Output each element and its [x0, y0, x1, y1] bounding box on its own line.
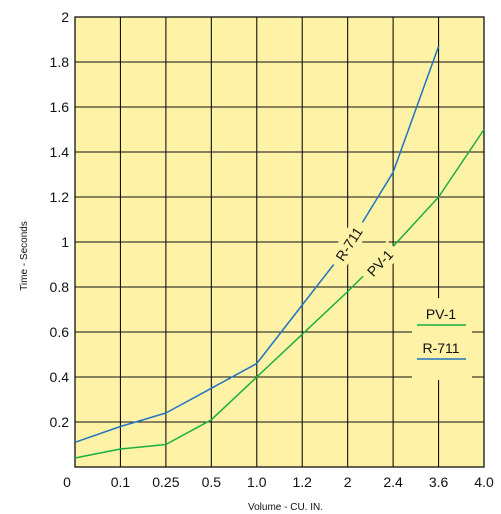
legend: PV-1 R-711	[412, 298, 472, 380]
x-tick-label: 0	[63, 474, 71, 490]
x-tick-label: 3.6	[429, 474, 449, 490]
inline-label-background	[358, 240, 402, 286]
x-tick-label: 1.0	[247, 474, 267, 490]
x-tick-label: 1.2	[292, 474, 312, 490]
y-tick-label: 2	[61, 9, 69, 25]
legend-background	[412, 298, 472, 380]
y-tick-label: 0.2	[50, 414, 70, 430]
x-tick-label: 2	[344, 474, 352, 490]
legend-label: PV-1	[426, 306, 457, 322]
x-tick-label: 0.5	[202, 474, 222, 490]
y-tick-label: 0.8	[50, 279, 70, 295]
y-tick-label: 0.4	[50, 369, 70, 385]
legend-label: R-711	[422, 340, 459, 356]
y-axis-title: Time - Seconds	[19, 221, 30, 291]
y-tick-label: 0.6	[50, 324, 70, 340]
y-tick-label: 1.2	[50, 189, 70, 205]
y-tick-label: 1	[61, 234, 69, 250]
y-tick-label: 1.8	[50, 54, 70, 70]
x-tick-label: 0.25	[152, 474, 179, 490]
series-line-r-711	[74, 46, 440, 444]
series-line-pv-1	[74, 129, 485, 459]
x-tick-label: 4.0	[474, 474, 494, 490]
x-axis-title: Volume - CU. IN.	[248, 502, 323, 513]
y-tick-label: 1.4	[50, 144, 70, 160]
plot-frame	[74, 16, 485, 468]
y-tick-label: 1.6	[50, 99, 70, 115]
inline-label-background	[326, 217, 372, 271]
x-tick-label: 0.1	[111, 474, 131, 490]
x-tick-label: 2.4	[383, 474, 403, 490]
